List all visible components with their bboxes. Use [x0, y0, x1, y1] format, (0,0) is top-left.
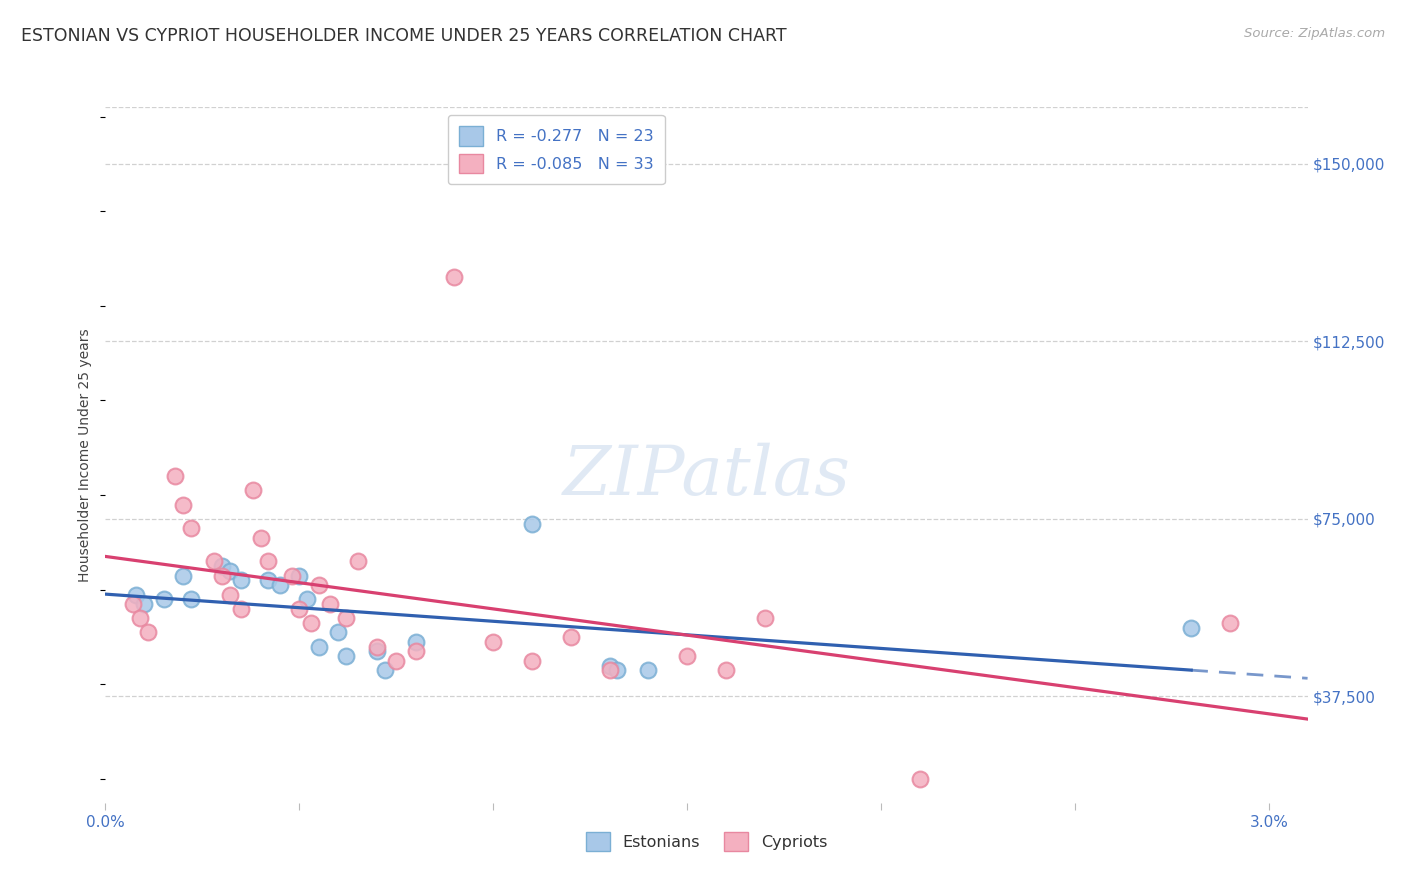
Point	[125, 588, 148, 602]
Point	[231, 574, 253, 588]
Point	[211, 559, 233, 574]
Point	[374, 663, 396, 677]
Point	[405, 644, 427, 658]
Point	[520, 654, 543, 668]
Point	[280, 568, 302, 582]
Point	[714, 663, 737, 677]
Y-axis label: Householder Income Under 25 years: Householder Income Under 25 years	[79, 328, 93, 582]
Point	[346, 554, 368, 568]
Point	[908, 772, 931, 786]
Point	[560, 630, 582, 644]
Point	[299, 615, 322, 630]
Point	[308, 640, 330, 654]
Point	[443, 270, 465, 285]
Point	[326, 625, 349, 640]
Text: ZIPatlas: ZIPatlas	[562, 442, 851, 509]
Legend: Estonians, Cypriots: Estonians, Cypriots	[579, 825, 834, 857]
Point	[319, 597, 342, 611]
Point	[269, 578, 291, 592]
Point	[366, 640, 388, 654]
Point	[180, 521, 202, 535]
Point	[366, 644, 388, 658]
Point	[599, 658, 621, 673]
Point	[385, 654, 408, 668]
Point	[599, 663, 621, 677]
Point	[637, 663, 659, 677]
Point	[202, 554, 225, 568]
Point	[606, 663, 628, 677]
Point	[520, 516, 543, 531]
Point	[405, 635, 427, 649]
Point	[211, 568, 233, 582]
Point	[754, 611, 776, 625]
Point	[1180, 621, 1202, 635]
Point	[335, 611, 357, 625]
Point	[165, 469, 187, 483]
Point	[308, 578, 330, 592]
Point	[249, 531, 271, 545]
Point	[152, 592, 174, 607]
Point	[257, 574, 280, 588]
Point	[136, 625, 159, 640]
Text: Source: ZipAtlas.com: Source: ZipAtlas.com	[1244, 27, 1385, 40]
Point	[172, 568, 194, 582]
Point	[1219, 615, 1241, 630]
Text: ESTONIAN VS CYPRIOT HOUSEHOLDER INCOME UNDER 25 YEARS CORRELATION CHART: ESTONIAN VS CYPRIOT HOUSEHOLDER INCOME U…	[21, 27, 787, 45]
Point	[172, 498, 194, 512]
Point	[288, 568, 311, 582]
Point	[288, 601, 311, 615]
Point	[218, 588, 240, 602]
Point	[482, 635, 505, 649]
Point	[257, 554, 280, 568]
Point	[134, 597, 156, 611]
Point	[295, 592, 318, 607]
Point	[242, 483, 264, 498]
Point	[129, 611, 152, 625]
Point	[121, 597, 143, 611]
Point	[218, 564, 240, 578]
Point	[231, 601, 253, 615]
Point	[676, 649, 699, 664]
Point	[180, 592, 202, 607]
Point	[335, 649, 357, 664]
